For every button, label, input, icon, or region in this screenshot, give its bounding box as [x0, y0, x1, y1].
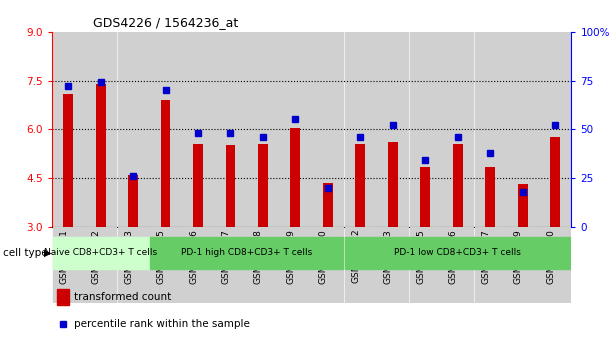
Bar	[247, 32, 279, 227]
Text: GSM651423: GSM651423	[384, 229, 393, 284]
Bar	[550, 137, 560, 227]
Bar	[64, 93, 73, 227]
Bar	[183, 32, 214, 227]
Text: percentile rank within the sample: percentile rank within the sample	[74, 319, 250, 329]
FancyBboxPatch shape	[150, 227, 181, 303]
Text: GSM651425: GSM651425	[416, 229, 425, 284]
Text: GSM651411: GSM651411	[59, 229, 68, 284]
Bar	[280, 32, 311, 227]
Bar	[409, 32, 441, 227]
Bar	[57, 289, 68, 305]
Bar	[290, 127, 300, 227]
FancyBboxPatch shape	[312, 227, 343, 303]
Text: GSM651429: GSM651429	[514, 229, 522, 284]
Text: GSM651420: GSM651420	[319, 229, 328, 284]
Text: cell type: cell type	[3, 248, 48, 258]
Bar	[225, 145, 235, 227]
FancyBboxPatch shape	[507, 227, 538, 303]
Bar	[323, 183, 333, 227]
Bar	[128, 175, 138, 227]
Bar	[388, 142, 398, 227]
Bar	[193, 144, 203, 227]
Text: GSM651412: GSM651412	[92, 229, 101, 284]
FancyBboxPatch shape	[53, 237, 148, 269]
FancyBboxPatch shape	[540, 227, 571, 303]
Text: GSM651418: GSM651418	[254, 229, 263, 284]
Text: GSM651426: GSM651426	[448, 229, 458, 284]
Bar	[96, 84, 106, 227]
Bar	[420, 166, 430, 227]
Text: transformed count: transformed count	[74, 292, 171, 302]
Bar	[215, 32, 246, 227]
Bar	[356, 144, 365, 227]
Text: Naive CD8+CD3+ T cells: Naive CD8+CD3+ T cells	[44, 248, 157, 257]
Text: PD-1 high CD8+CD3+ T cells: PD-1 high CD8+CD3+ T cells	[181, 248, 312, 257]
Bar	[518, 184, 527, 227]
FancyBboxPatch shape	[475, 227, 506, 303]
Bar	[540, 32, 571, 227]
FancyBboxPatch shape	[183, 227, 214, 303]
Text: GSM651419: GSM651419	[287, 229, 295, 284]
Text: GSM651416: GSM651416	[189, 229, 198, 284]
Text: GSM651422: GSM651422	[351, 229, 360, 284]
FancyBboxPatch shape	[280, 227, 311, 303]
Bar	[53, 32, 84, 227]
FancyBboxPatch shape	[442, 227, 474, 303]
FancyBboxPatch shape	[117, 227, 148, 303]
Bar	[345, 32, 376, 227]
Text: GSM651415: GSM651415	[156, 229, 166, 284]
Bar	[85, 32, 116, 227]
Text: GSM651417: GSM651417	[221, 229, 230, 284]
Bar	[453, 144, 463, 227]
FancyBboxPatch shape	[409, 227, 441, 303]
Bar	[485, 166, 495, 227]
FancyBboxPatch shape	[345, 237, 571, 269]
Text: GSM651413: GSM651413	[124, 229, 133, 284]
Bar	[117, 32, 148, 227]
Bar	[150, 32, 181, 227]
FancyBboxPatch shape	[345, 227, 376, 303]
FancyBboxPatch shape	[85, 227, 116, 303]
Bar	[258, 144, 268, 227]
FancyBboxPatch shape	[377, 227, 408, 303]
FancyBboxPatch shape	[150, 237, 343, 269]
Text: ▶: ▶	[44, 248, 51, 258]
FancyBboxPatch shape	[247, 227, 279, 303]
Bar	[312, 32, 343, 227]
Bar	[475, 32, 506, 227]
FancyBboxPatch shape	[215, 227, 246, 303]
Text: GSM651430: GSM651430	[546, 229, 555, 284]
Text: GSM651427: GSM651427	[481, 229, 490, 284]
Text: GDS4226 / 1564236_at: GDS4226 / 1564236_at	[93, 16, 239, 29]
Bar	[377, 32, 408, 227]
Bar	[161, 100, 170, 227]
FancyBboxPatch shape	[53, 227, 84, 303]
Text: PD-1 low CD8+CD3+ T cells: PD-1 low CD8+CD3+ T cells	[394, 248, 521, 257]
Bar	[442, 32, 474, 227]
Bar	[507, 32, 538, 227]
